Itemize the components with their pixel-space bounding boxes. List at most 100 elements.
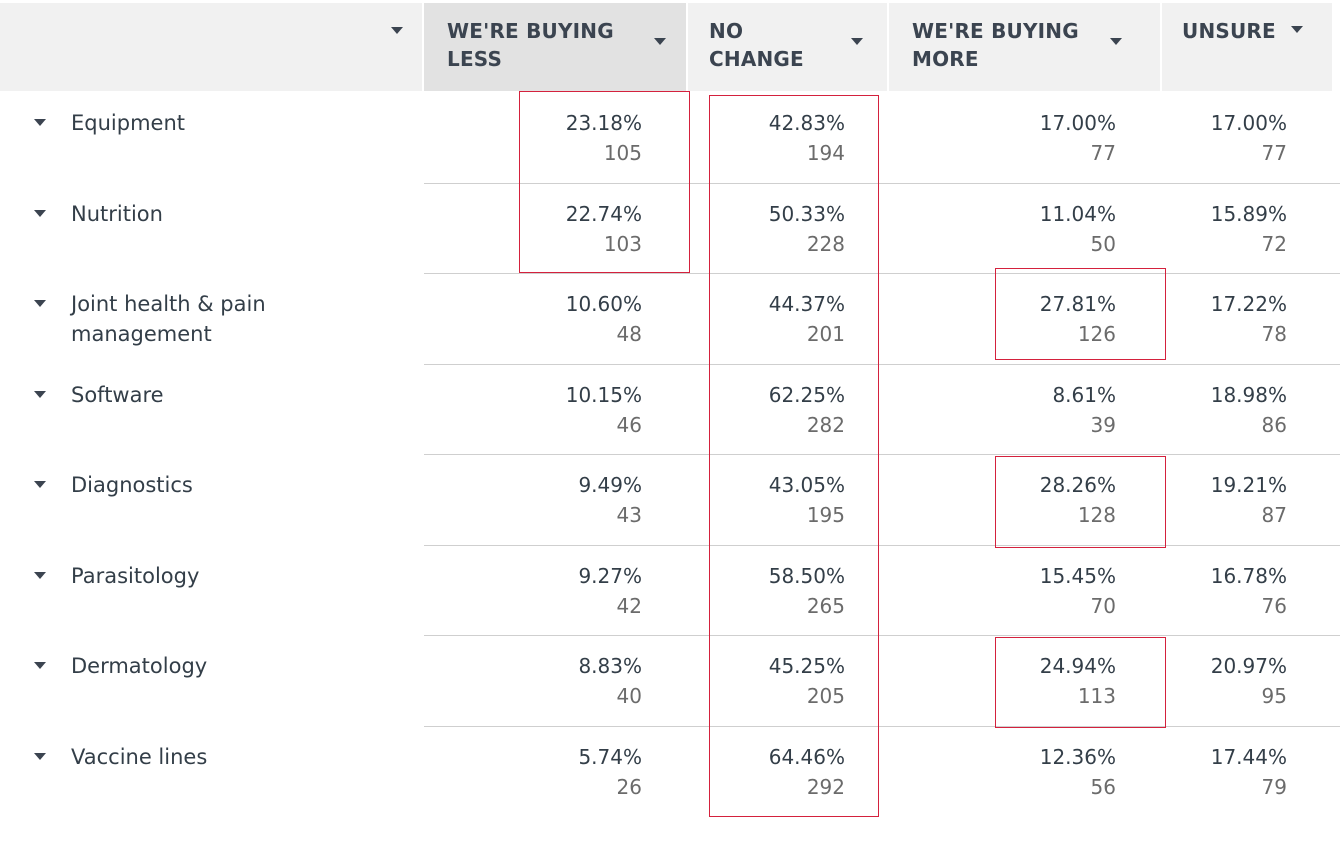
- chevron-down-icon[interactable]: [34, 390, 46, 398]
- column-header-no-change[interactable]: NO CHANGE: [688, 3, 887, 91]
- cell-percent: 23.18%: [565, 111, 642, 135]
- cell-percent: 28.26%: [1039, 473, 1116, 497]
- table-row[interactable]: Joint health & pain management 10.60% 48 44…: [0, 273, 1340, 363]
- cell-count: 26: [616, 774, 642, 799]
- cell-percent: 9.27%: [578, 563, 642, 588]
- table-row[interactable]: Dermatology 8.83% 40 45.25% 205 24.94% 113 20.9…: [0, 635, 1340, 725]
- table-row[interactable]: Vaccine lines 5.74% 26 64.46% 292 12.36% 56 17.…: [0, 725, 1340, 816]
- cell-count: 113: [1077, 684, 1116, 708]
- table-cell: 58.50% 265: [725, 561, 845, 621]
- cell-percent: 10.60%: [565, 292, 642, 316]
- cell-count: 77: [1090, 141, 1116, 165]
- table-cell: 44.37% 201: [725, 289, 845, 349]
- sort-chevron-icon[interactable]: [1291, 26, 1303, 33]
- table-cell: 9.27% 42: [522, 561, 642, 621]
- cell-percent: 62.25%: [768, 382, 845, 407]
- table-cell: 5.74% 26: [522, 742, 642, 802]
- row-divider: [424, 273, 1340, 274]
- cell-count: 39: [1090, 412, 1116, 437]
- row-divider: [424, 635, 1340, 636]
- row-divider: [424, 454, 1340, 455]
- cell-percent: 44.37%: [768, 292, 845, 316]
- cell-count: 43: [616, 503, 642, 527]
- chevron-down-icon[interactable]: [34, 752, 46, 760]
- row-divider: [424, 363, 1340, 365]
- cell-percent: 42.83%: [768, 111, 845, 135]
- table-cell: 15.89% 72: [1167, 199, 1287, 259]
- cell-percent: 43.05%: [768, 473, 845, 497]
- cell-count: 56: [1090, 774, 1116, 799]
- cell-percent: 9.49%: [578, 473, 642, 497]
- chevron-down-icon[interactable]: [34, 119, 46, 126]
- cell-percent: 12.36%: [1039, 744, 1116, 769]
- table-row[interactable]: Software 10.15% 46 62.25% 282 8.61% 39 18.98% 86: [0, 363, 1340, 454]
- cell-count: 70: [1090, 593, 1116, 618]
- row-divider: [424, 725, 1340, 727]
- cell-count: 46: [616, 412, 642, 437]
- table-cell: 50.33% 228: [725, 199, 845, 259]
- table-cell: 9.49% 43: [522, 470, 642, 530]
- chevron-down-icon[interactable]: [34, 300, 46, 307]
- chevron-down-icon[interactable]: [34, 662, 46, 669]
- chevron-down-icon[interactable]: [34, 209, 46, 217]
- table-cell: 28.26% 128: [996, 470, 1116, 530]
- column-header-label: NO CHANGE: [709, 19, 804, 71]
- cell-percent: 8.83%: [578, 654, 642, 678]
- cell-percent: 27.81%: [1039, 292, 1116, 316]
- table-cell: 27.81% 126: [996, 289, 1116, 349]
- table-cell: 8.83% 40: [522, 651, 642, 711]
- cell-count: 205: [806, 684, 845, 708]
- table-cell: 18.98% 86: [1167, 380, 1287, 440]
- cell-count: 228: [806, 231, 845, 256]
- sort-chevron-icon[interactable]: [1110, 38, 1122, 45]
- column-header-buying-more[interactable]: WE'RE BUYING MORE: [889, 3, 1160, 91]
- table-cell: 62.25% 282: [725, 380, 845, 440]
- column-header-label: UNSURE: [1182, 19, 1276, 43]
- chevron-down-icon[interactable]: [34, 481, 46, 488]
- sort-chevron-icon[interactable]: [851, 38, 863, 45]
- cell-percent: 50.33%: [768, 201, 845, 226]
- cell-count: 42: [616, 593, 642, 618]
- cell-percent: 58.50%: [768, 563, 845, 588]
- table-cell: 24.94% 113: [996, 651, 1116, 711]
- row-label: Diagnostics: [71, 473, 193, 497]
- cell-count: 103: [603, 231, 642, 256]
- column-header-buying-less[interactable]: WE'RE BUYING LESS: [424, 3, 686, 91]
- table-cell: 42.83% 194: [725, 108, 845, 168]
- row-label: Joint health & pain management: [71, 292, 266, 346]
- row-divider: [424, 182, 1340, 184]
- table-cell: 17.00% 77: [996, 108, 1116, 168]
- cell-percent: 20.97%: [1210, 654, 1287, 678]
- column-header-label: WE'RE BUYING MORE: [912, 19, 1079, 71]
- cell-count: 48: [616, 322, 642, 346]
- table-row[interactable]: Diagnostics 9.49% 43 43.05% 195 28.26% 128 19.2…: [0, 454, 1340, 544]
- table-cell: 43.05% 195: [725, 470, 845, 530]
- cell-count: 194: [806, 141, 845, 165]
- chevron-down-icon[interactable]: [34, 571, 46, 579]
- table-row[interactable]: Equipment 23.18% 105 42.83% 194 17.00% 77 17.00…: [0, 92, 1340, 182]
- cell-percent: 17.44%: [1210, 744, 1287, 769]
- cell-count: 105: [603, 141, 642, 165]
- chevron-down-icon[interactable]: [391, 27, 403, 34]
- table-cell: 17.22% 78: [1167, 289, 1287, 349]
- table-cell: 20.97% 95: [1167, 651, 1287, 711]
- cell-count: 79: [1261, 774, 1287, 799]
- cell-percent: 22.74%: [565, 201, 642, 226]
- column-header-unsure[interactable]: UNSURE: [1162, 3, 1332, 91]
- table-cell: 45.25% 205: [725, 651, 845, 711]
- cell-percent: 24.94%: [1039, 654, 1116, 678]
- row-label-header[interactable]: [0, 3, 422, 91]
- cell-percent: 15.45%: [1039, 563, 1116, 588]
- cell-percent: 64.46%: [768, 744, 845, 769]
- table-cell: 10.60% 48: [522, 289, 642, 349]
- cell-percent: 17.00%: [1210, 111, 1287, 135]
- cell-percent: 8.61%: [1052, 382, 1116, 407]
- cell-percent: 15.89%: [1210, 201, 1287, 226]
- sort-chevron-icon[interactable]: [654, 38, 666, 45]
- cell-count: 292: [806, 774, 845, 799]
- table-row[interactable]: Parasitology 9.27% 42 58.50% 265 15.45% 70 16.7…: [0, 544, 1340, 635]
- cell-count: 50: [1090, 231, 1116, 256]
- row-label: Vaccine lines: [71, 744, 208, 769]
- table-row[interactable]: Nutrition 22.74% 103 50.33% 228 11.04% 50 15.89…: [0, 182, 1340, 273]
- table-cell: 64.46% 292: [725, 742, 845, 802]
